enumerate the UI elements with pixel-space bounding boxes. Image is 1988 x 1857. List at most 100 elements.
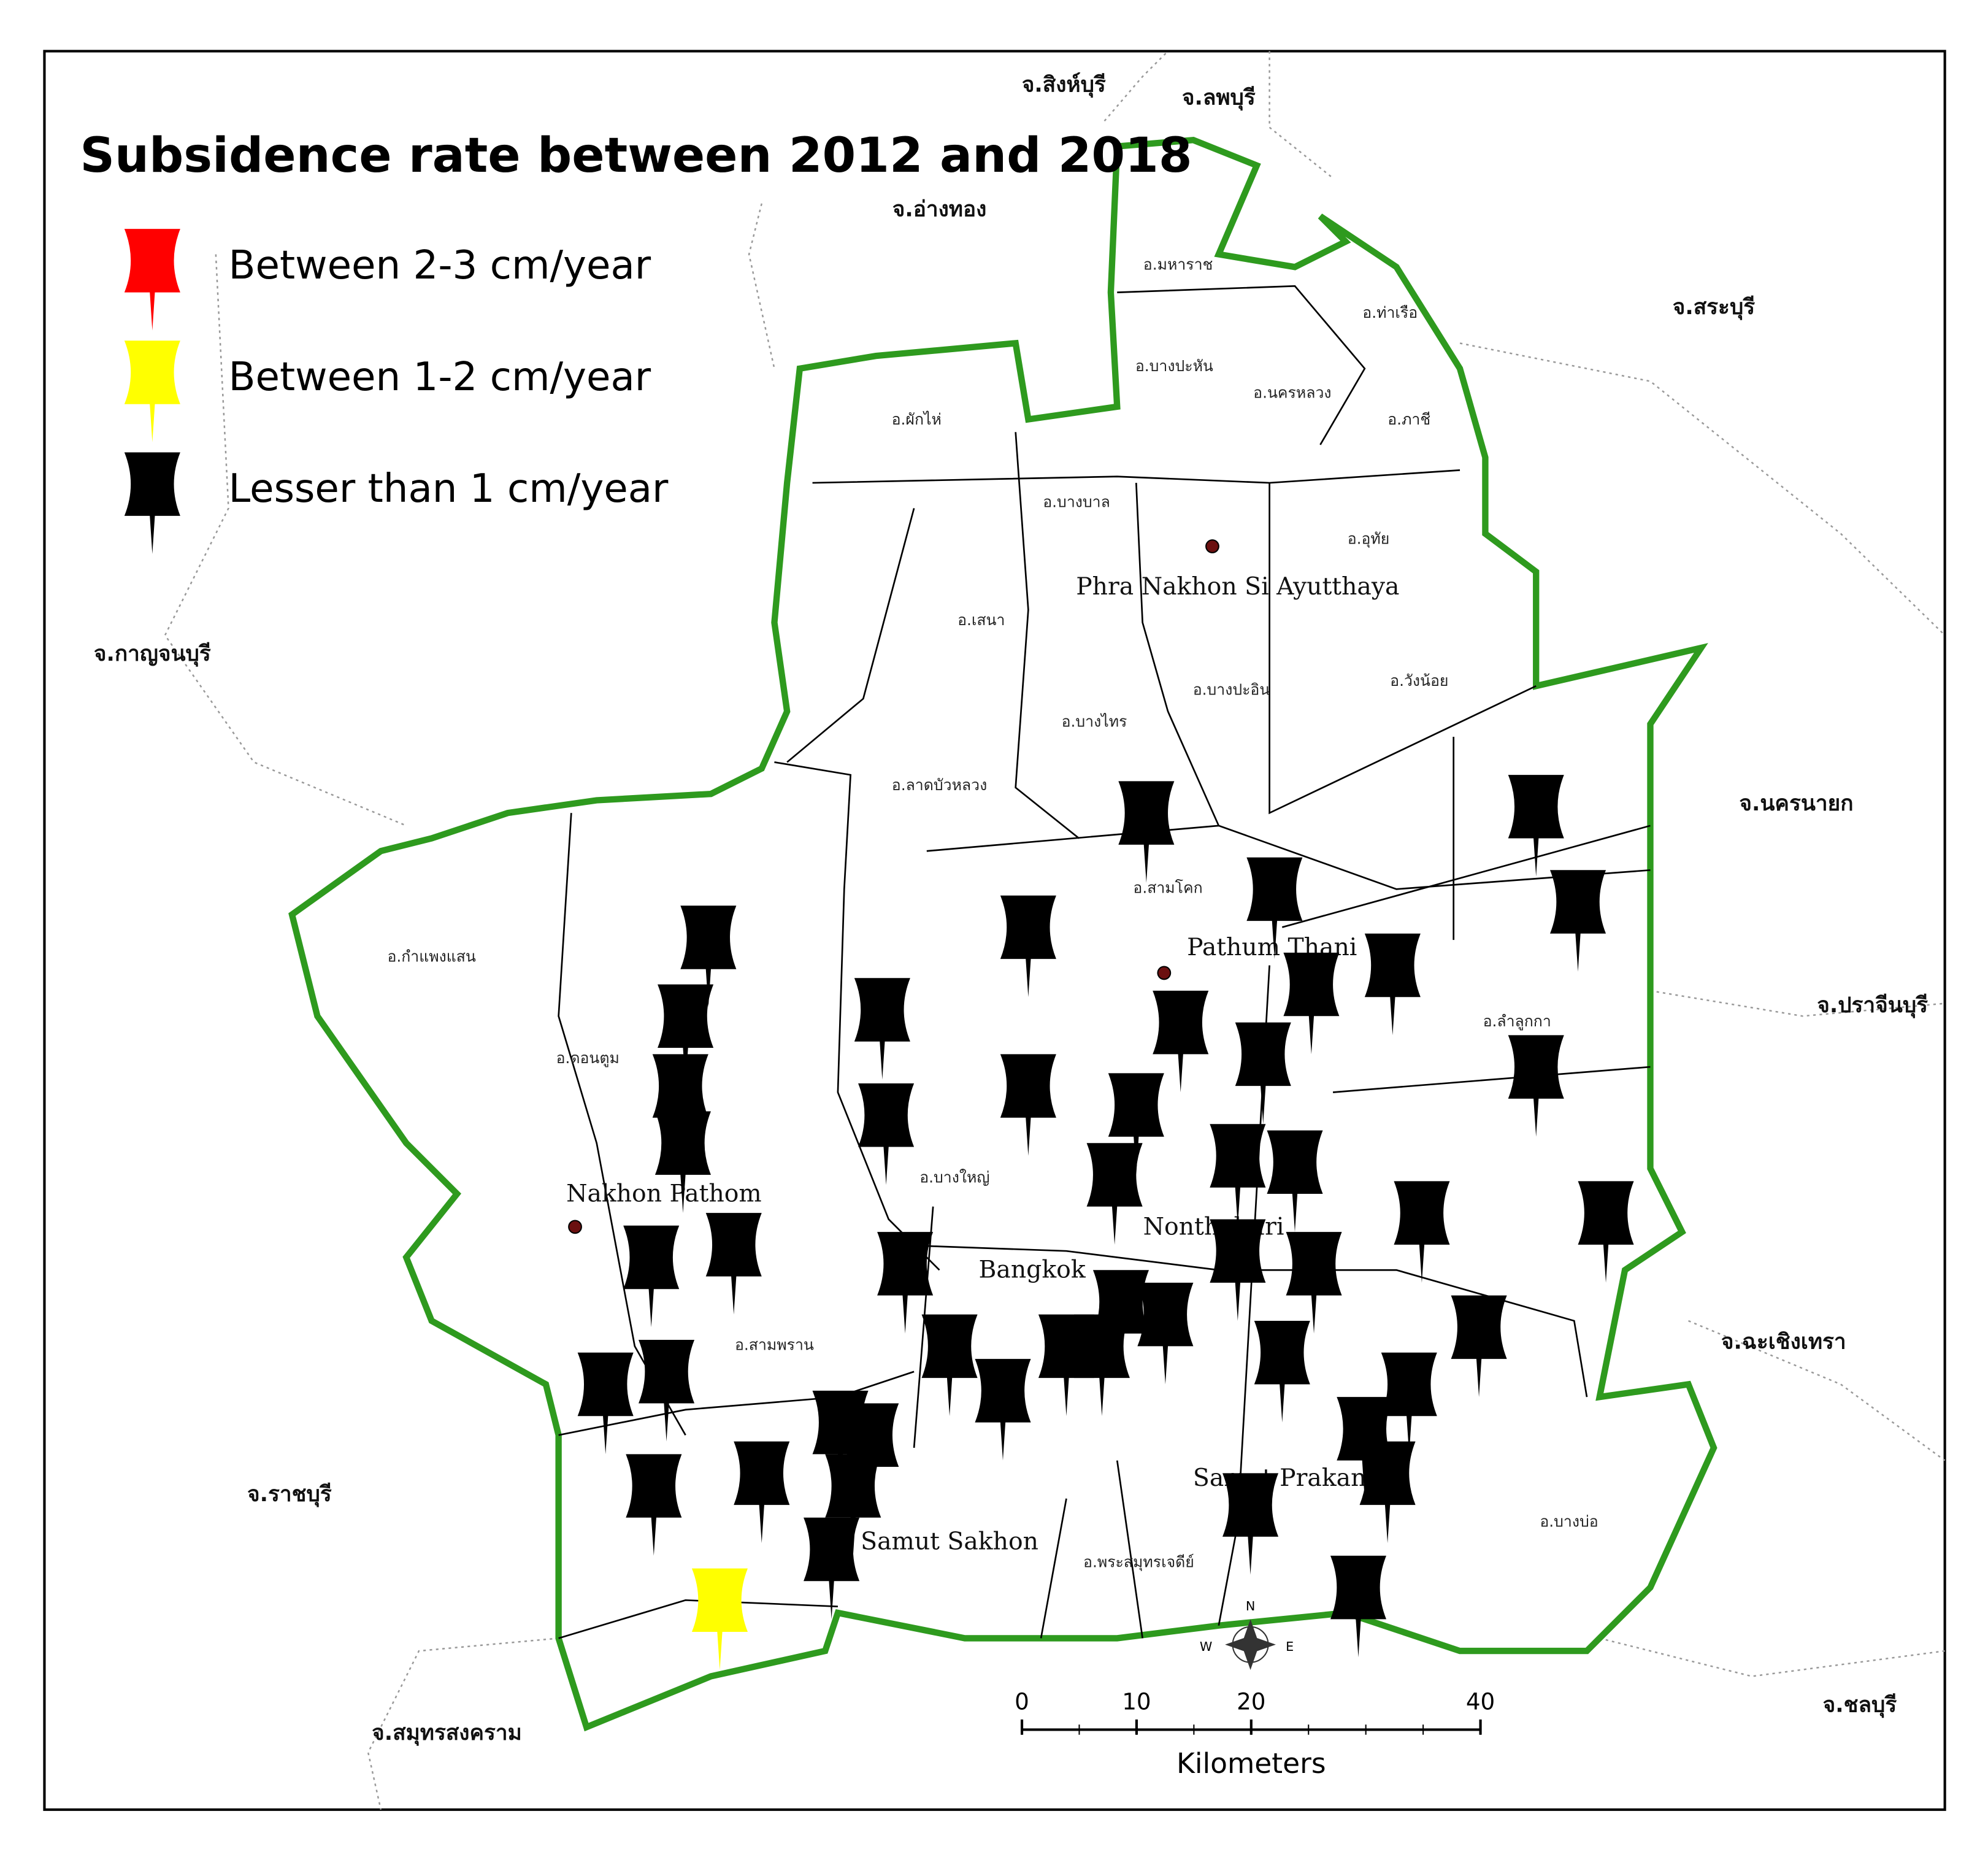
district-label: อ.ภาชี [1387, 410, 1430, 428]
pin-black [1364, 933, 1421, 1036]
district-label: อ.ท่าเรือ [1362, 304, 1418, 321]
city-label: Samut Sakhon [861, 1528, 1038, 1556]
province-label: จ.นครนายก [1739, 791, 1853, 816]
pin-black [975, 1359, 1031, 1461]
district-label: อ.บางบาล [1043, 493, 1110, 510]
pin-black [858, 1083, 915, 1185]
pin-black [734, 1441, 790, 1544]
legend: Between 2-3 cm/year Between 1-2 cm/year Le… [124, 229, 669, 554]
pin-black [1222, 1473, 1279, 1575]
pin-black [1153, 990, 1209, 1093]
pin-black [654, 1111, 711, 1213]
province-label: จ.ราชบุรี [247, 1482, 332, 1507]
district-label: อ.กำแพงแสน [387, 947, 475, 965]
district-label: อ.วังน้อย [1390, 672, 1448, 690]
pin-black [1381, 1352, 1437, 1455]
pin-black [1508, 1035, 1564, 1137]
labels: จ.สิงห์บุรีจ.ลพบุรีจ.อ่างทองจ.สระบุรีจ.ก… [94, 72, 1928, 1746]
pin-black [639, 1340, 695, 1442]
district-label: อ.บางไทร [1062, 712, 1127, 730]
compass-letter: N [1246, 1599, 1255, 1613]
map-title: Subsidence rate between 2012 and 2018 [80, 127, 1192, 183]
province-label: จ.สมุทรสงคราม [372, 1720, 522, 1746]
pin-black [1254, 1321, 1310, 1423]
pin-black [1246, 857, 1303, 959]
city-label: Phra Nakhon Si Ayutthaya [1076, 573, 1399, 601]
pin-yellow [691, 1568, 748, 1671]
compass-letter: W [1200, 1639, 1212, 1654]
district-borders [558, 285, 1651, 1639]
pin-black [652, 1054, 708, 1156]
scale-tick-label: 0 [1015, 1688, 1029, 1715]
pin-black [825, 1454, 881, 1556]
pin-black [626, 1454, 682, 1556]
scale-tick-label: 40 [1466, 1688, 1495, 1715]
compass [1225, 1619, 1276, 1671]
province-borders [164, 50, 1946, 1810]
province-label: จ.ฉะเชิงเทรา [1721, 1329, 1846, 1355]
legend-label: Between 1-2 cm/year [229, 354, 651, 400]
province-label: จ.ลพบุรี [1182, 85, 1256, 110]
scale-tick-label: 10 [1122, 1688, 1151, 1715]
pin-black [1000, 895, 1056, 998]
province-label: จ.กาญจนบุรี [94, 641, 211, 667]
district-label: อ.นครหลวง [1253, 383, 1331, 401]
city-dot [1157, 966, 1172, 980]
district-label: อ.สามพราน [735, 1336, 814, 1354]
pin-black [1549, 870, 1606, 972]
pin-black [1086, 1143, 1143, 1245]
pin-black [854, 978, 910, 1080]
district-label: อ.บางปะอิน [1193, 681, 1270, 699]
pin-black [680, 905, 737, 1007]
pin-black [1451, 1295, 1507, 1398]
scale-unit: Kilometers [1176, 1747, 1326, 1780]
pin-black [1137, 1282, 1194, 1385]
pin-black [1359, 1441, 1416, 1544]
pin-black [1267, 1130, 1323, 1232]
legend-pin [124, 229, 180, 331]
pin-black [623, 1225, 680, 1328]
legend-label: Lesser than 1 cm/year [229, 466, 669, 512]
district-label: อ.บางปะหัน [1135, 357, 1213, 375]
pin-black [1118, 781, 1175, 883]
pin-black [921, 1314, 978, 1417]
district-label: อ.บางใหญ่ [919, 1168, 989, 1186]
scale-bar: 0 10 20 40 Kilometers N W E [1015, 1599, 1495, 1780]
district-label: อ.ลำลูกกา [1483, 1012, 1551, 1031]
pin-black [1578, 1181, 1634, 1283]
district-label: อ.อุทัย [1348, 529, 1390, 548]
pin-black [877, 1232, 934, 1334]
pin-black [1283, 952, 1340, 1055]
pin-black [1210, 1219, 1266, 1321]
legend-pin [124, 452, 180, 554]
pin-black [658, 984, 714, 1086]
compass-letter: E [1286, 1639, 1294, 1654]
city-dot [568, 1220, 582, 1234]
district-label: อ.ดอนตูม [556, 1049, 620, 1067]
district-label: อ.บางบ่อ [1540, 1512, 1598, 1530]
pin-black [1286, 1232, 1342, 1334]
study-area-boundary [288, 137, 1717, 1732]
province-label: จ.ปราจีนบุรี [1817, 993, 1928, 1018]
scale-tick-label: 20 [1237, 1688, 1265, 1715]
city-label: Samut Prakan [1193, 1464, 1367, 1492]
province-label: จ.สิงห์บุรี [1022, 72, 1106, 98]
legend-pin [124, 340, 180, 442]
pin-black [1073, 1314, 1130, 1417]
city-label: Nakhon Pathom [566, 1180, 762, 1207]
district-label: อ.ผักไห่ [892, 410, 942, 428]
pin-black [1210, 1124, 1266, 1226]
city-label: Bangkok [979, 1256, 1086, 1284]
pin-black [1508, 775, 1564, 877]
district-label: อ.มหาราช [1143, 255, 1213, 273]
pin-black [804, 1517, 860, 1620]
district-label: อ.สามโคก [1133, 879, 1202, 897]
pin-black [1330, 1555, 1387, 1658]
pins [577, 775, 1634, 1671]
pin-black [577, 1352, 634, 1455]
pin-black [1235, 1022, 1291, 1125]
pin-black [1000, 1054, 1056, 1156]
pin-black [1108, 1073, 1164, 1175]
pin-black [1394, 1181, 1450, 1283]
pin-black [705, 1213, 762, 1315]
